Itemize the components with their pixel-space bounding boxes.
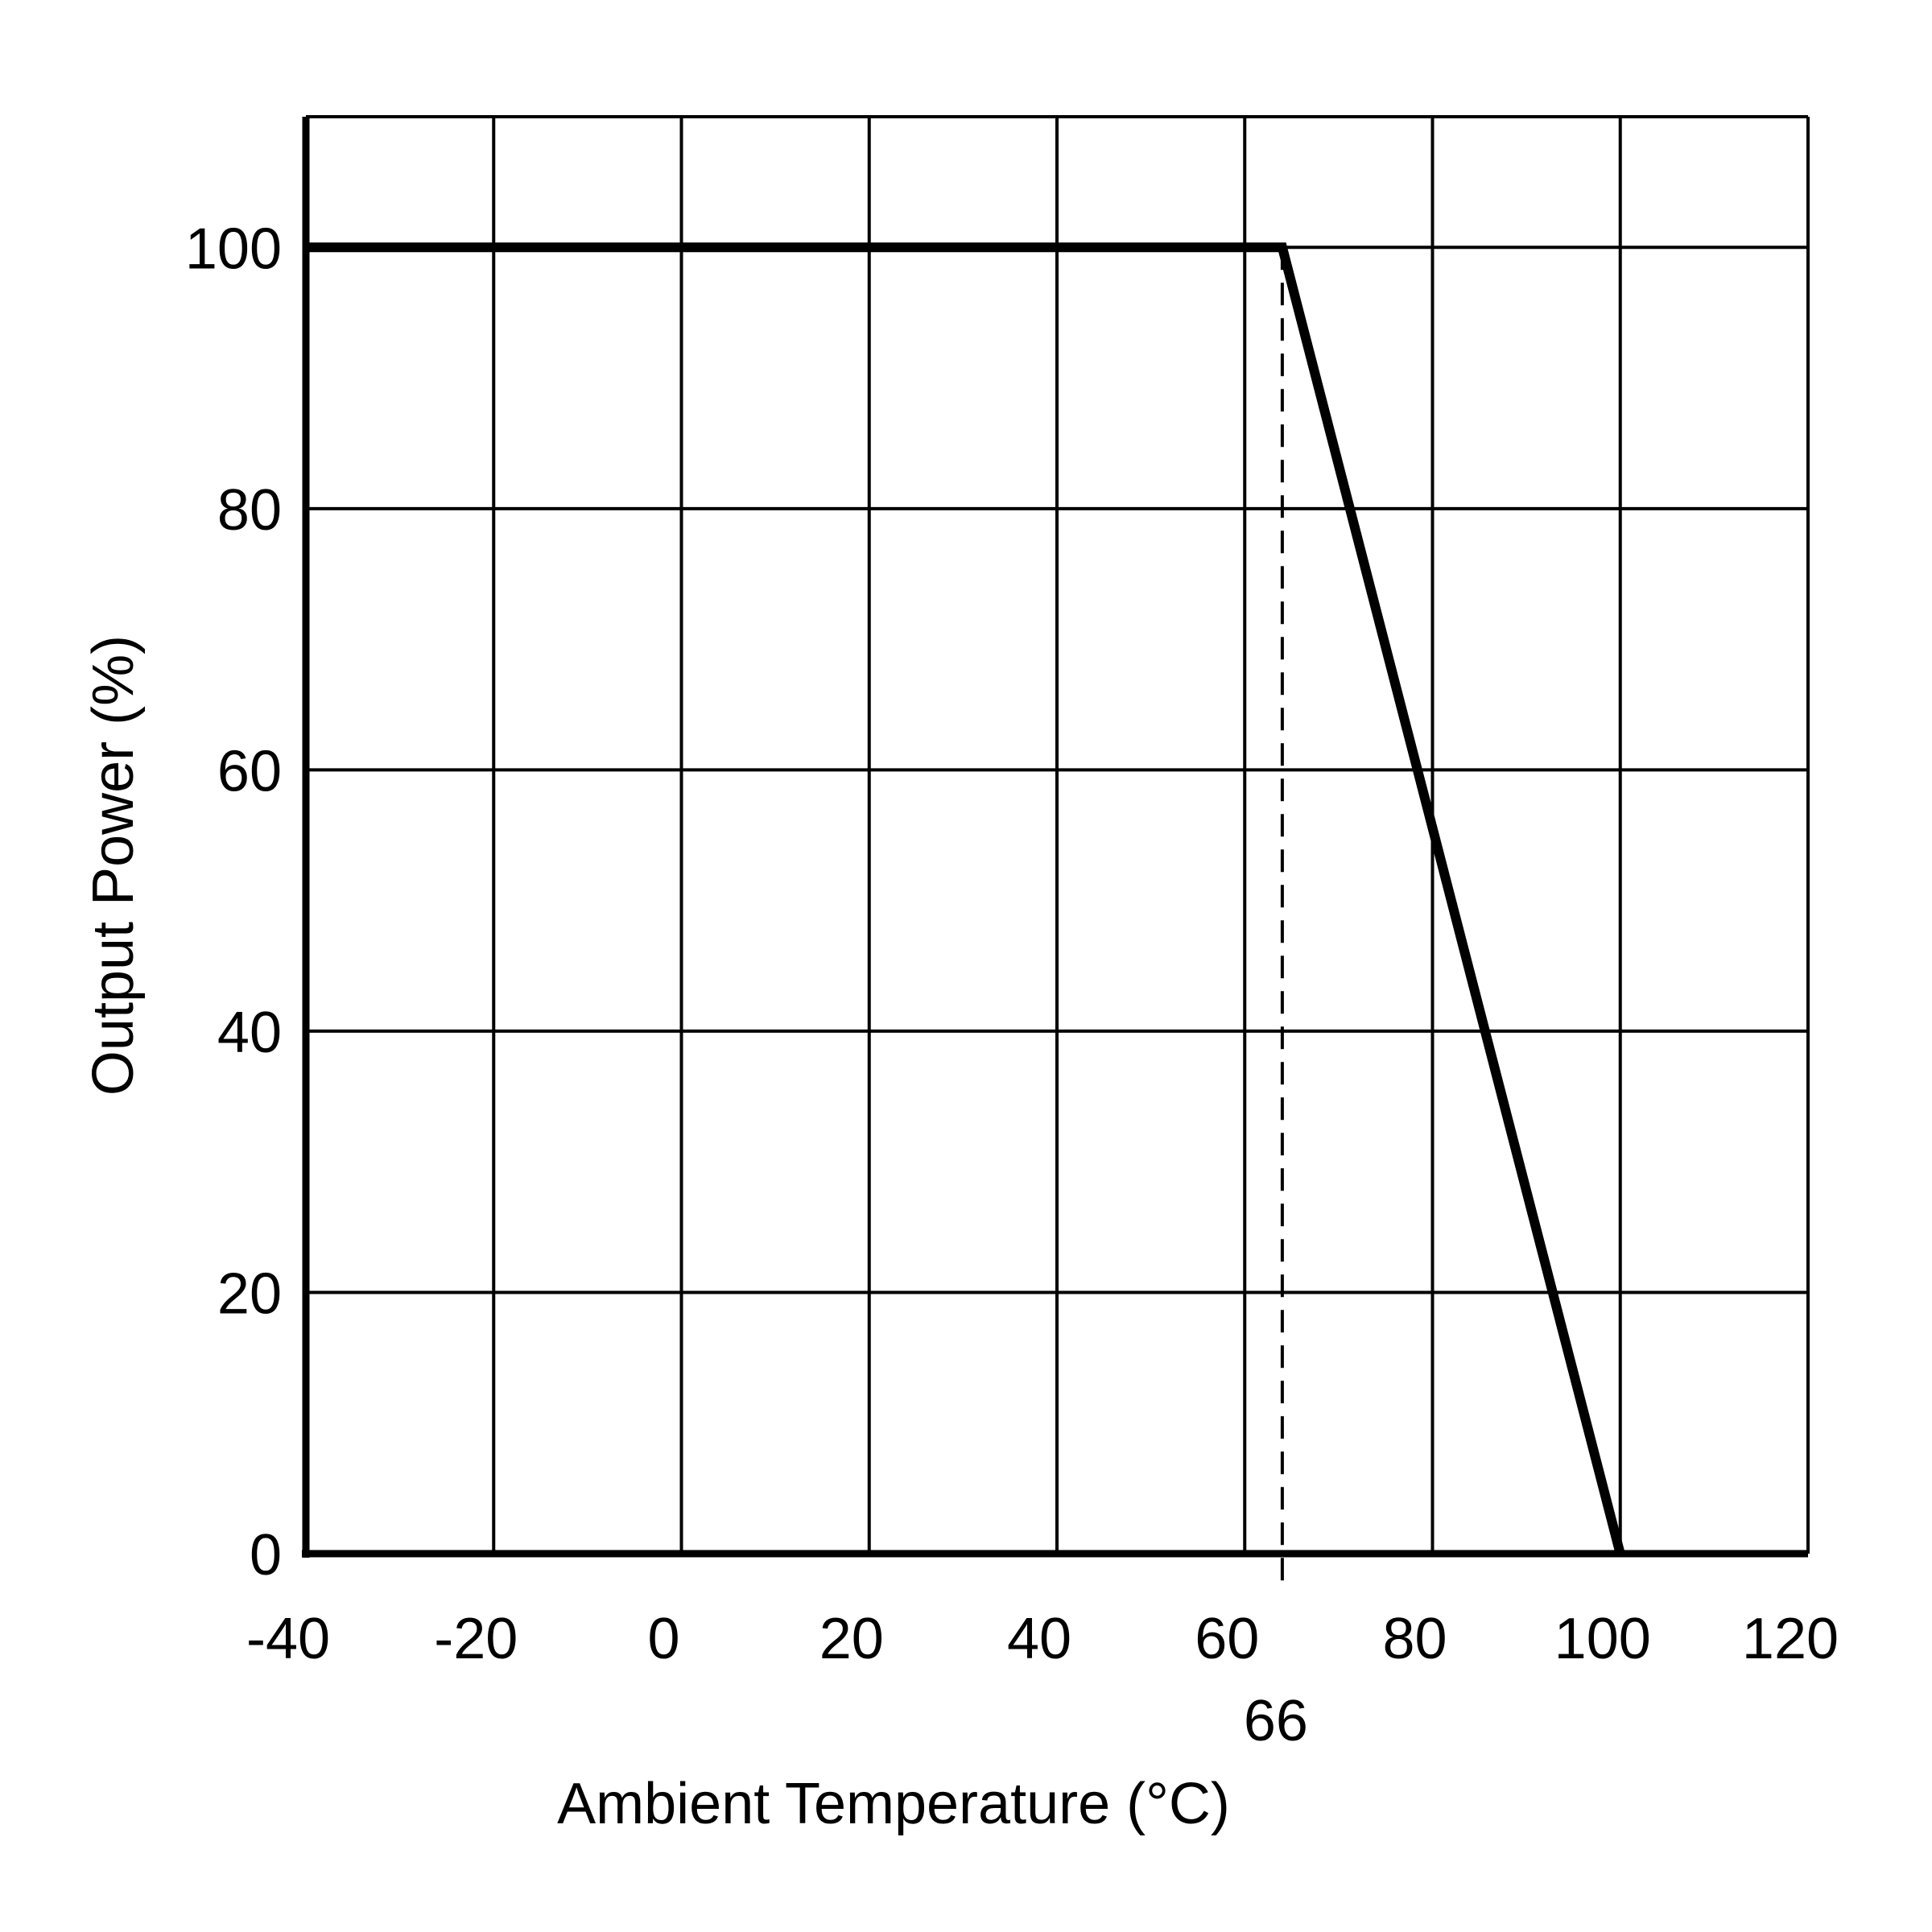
x-tick-label: 60	[1195, 1607, 1259, 1671]
y-tick-label: 0	[250, 1523, 282, 1587]
x-tick-label: -40	[246, 1607, 330, 1671]
x-axis-tick-labels: -40 -20 0 20 40 60 80 100 120	[246, 1607, 1839, 1671]
annotation-label: 66	[1244, 1689, 1308, 1753]
series-line	[306, 242, 1625, 1555]
y-axis-tick-labels: 0 20 40 60 80 100	[185, 217, 282, 1587]
y-tick-label: 80	[217, 478, 282, 543]
annotation-labels: 66	[1244, 1689, 1308, 1753]
series-layer	[306, 242, 1625, 1555]
y-tick-label: 40	[217, 1001, 282, 1065]
y-tick-label: 100	[185, 217, 282, 281]
x-tick-label: -20	[434, 1607, 518, 1671]
x-tick-label: 20	[819, 1607, 884, 1671]
x-tick-label: 0	[647, 1607, 679, 1671]
y-tick-label: 20	[217, 1261, 282, 1326]
frame-layer	[302, 117, 1808, 1558]
y-axis-title: Output Power (%)	[81, 635, 146, 1096]
x-tick-label: 100	[1554, 1607, 1651, 1671]
y-tick-label: 60	[217, 739, 282, 803]
x-tick-label: 40	[1007, 1607, 1071, 1671]
x-axis-title: Ambient Temperature (°C)	[557, 1772, 1230, 1836]
grid	[306, 115, 1810, 1554]
x-tick-label: 120	[1742, 1607, 1839, 1671]
x-tick-label: 80	[1382, 1607, 1447, 1671]
